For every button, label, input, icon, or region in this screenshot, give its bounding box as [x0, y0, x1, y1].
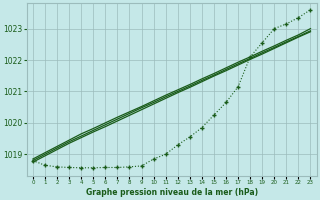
X-axis label: Graphe pression niveau de la mer (hPa): Graphe pression niveau de la mer (hPa) [86, 188, 258, 197]
